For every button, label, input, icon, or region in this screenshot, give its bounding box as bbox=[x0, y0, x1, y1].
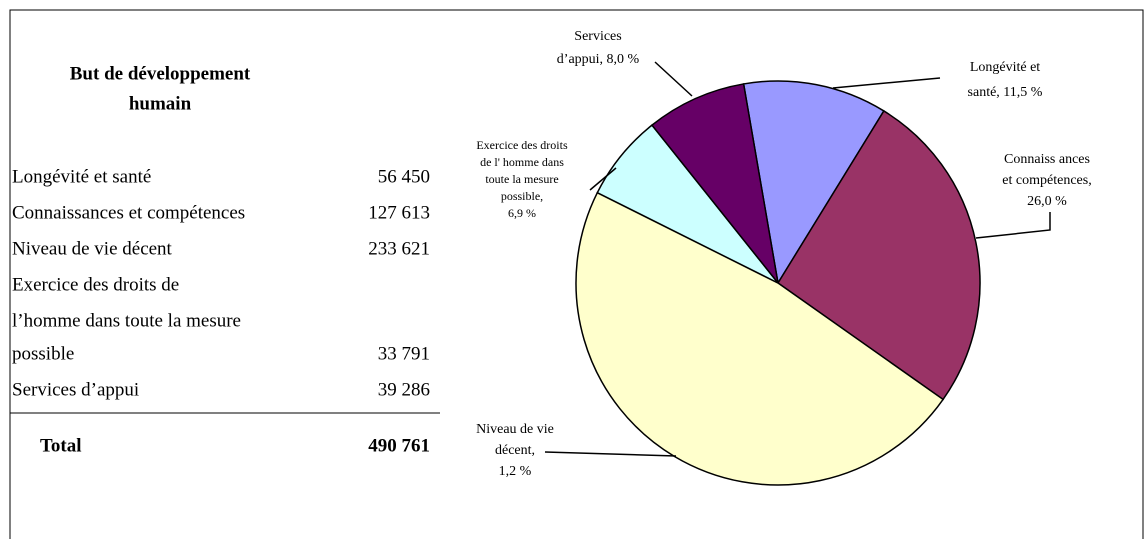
leader-line bbox=[654, 61, 693, 97]
row-value: 233 621 bbox=[368, 238, 430, 259]
row-value: 56 450 bbox=[378, 166, 430, 187]
row-label: Niveau de vie décent bbox=[12, 238, 173, 259]
row-value: 127 613 bbox=[368, 202, 430, 223]
pie-slice bbox=[776, 109, 981, 401]
row-label: Services d’appui bbox=[12, 379, 139, 400]
row-label: possible bbox=[12, 343, 74, 364]
slice-label: Connaiss ances bbox=[1004, 152, 1090, 167]
slice-label: décent, bbox=[495, 443, 535, 458]
slice-label: 1,2 % bbox=[499, 464, 532, 479]
leader-line bbox=[832, 77, 941, 89]
total-value: 490 761 bbox=[368, 435, 430, 456]
slice-label: Niveau de vie bbox=[476, 422, 554, 437]
row-value: 39 286 bbox=[378, 379, 430, 400]
leader-line bbox=[544, 451, 677, 457]
slice-label: santé, 11,5 % bbox=[968, 85, 1043, 100]
table-title: humain bbox=[129, 93, 192, 114]
slice-label: d’appui, 8,0 % bbox=[557, 52, 640, 67]
slice-label: 6,9 % bbox=[508, 206, 536, 220]
row-label: Longévité et santé bbox=[12, 166, 151, 187]
row-label: l’homme dans toute la mesure bbox=[12, 310, 241, 331]
pie-slice bbox=[742, 80, 885, 286]
leader-line bbox=[975, 212, 1051, 239]
slice-label: possible, bbox=[501, 189, 543, 203]
table-title: But de développement bbox=[70, 63, 251, 84]
slice-label: Longévité et bbox=[970, 60, 1040, 75]
slice-label: 26,0 % bbox=[1027, 194, 1067, 209]
pie-slice bbox=[650, 83, 779, 284]
slice-label: et compétences, bbox=[1002, 173, 1091, 188]
slice-label: toute la mesure bbox=[485, 172, 558, 186]
slice-label: Services bbox=[574, 29, 621, 44]
slice-label: de l' homme dans bbox=[480, 155, 564, 169]
row-value: 33 791 bbox=[378, 343, 430, 364]
frame bbox=[9, 9, 1144, 539]
row-label: Exercice des droits de bbox=[12, 274, 179, 295]
slice-label: Exercice des droits bbox=[476, 138, 568, 152]
row-label: Connaissances et compétences bbox=[12, 202, 245, 223]
total-label: Total bbox=[40, 435, 82, 456]
leader-line bbox=[589, 167, 617, 191]
